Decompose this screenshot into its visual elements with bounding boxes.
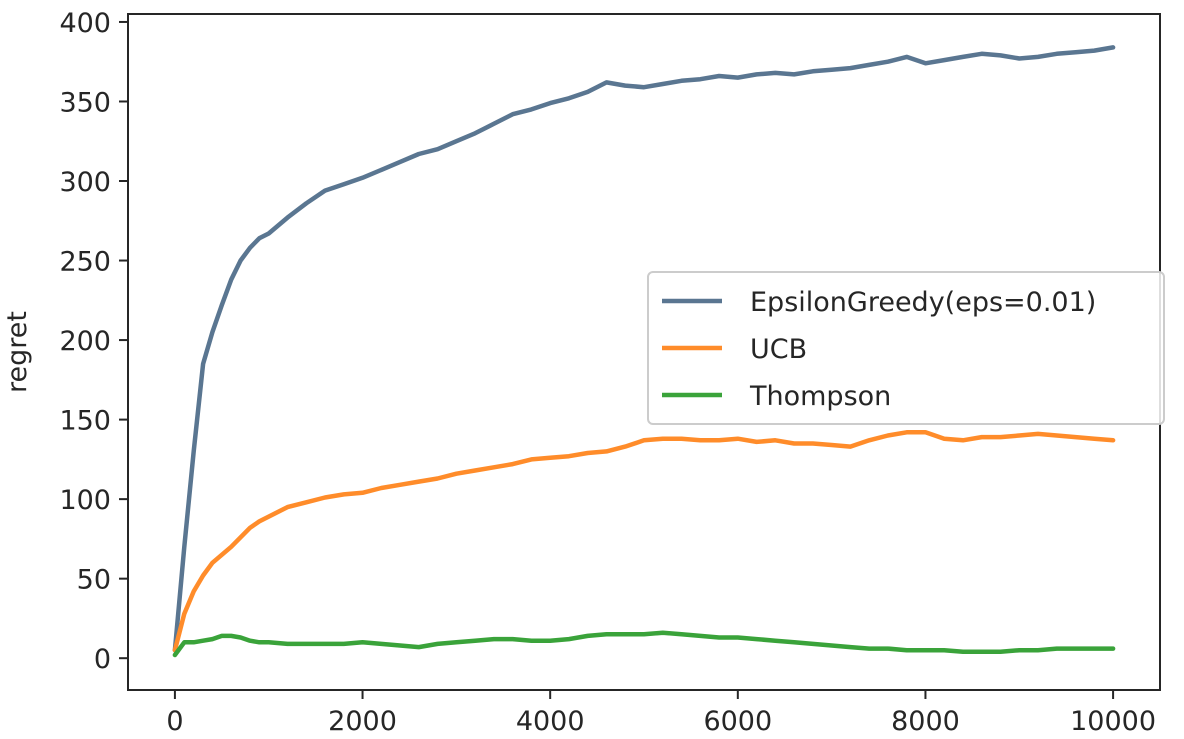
x-tick-label: 10000 [1070,706,1156,737]
x-axis: 0 2000 4000 6000 8000 10000 [166,690,1156,737]
y-tick-label: 50 [77,565,111,596]
x-tick-label: 0 [166,706,183,737]
y-tick-label: 200 [59,326,111,357]
series-line-0 [172,45,1116,653]
x-tick-label: 6000 [703,706,772,737]
x-tick-label: 8000 [891,706,960,737]
y-tick-label: 400 [59,8,111,39]
y-tick-label: 150 [59,406,111,437]
legend-label-0: EpsilonGreedy(eps=0.01) [750,287,1096,318]
y-tick-label: 250 [59,247,111,278]
legend-label-2: Thompson [749,381,891,412]
y-tick-label: 300 [59,167,111,198]
y-tick-label: 350 [59,87,111,118]
series-layer [172,45,1116,658]
y-tick-label: 100 [59,485,111,516]
x-tick-label: 4000 [516,706,585,737]
x-tick-label: 2000 [328,706,397,737]
series-line-1 [172,430,1116,653]
legend-box [647,271,1165,425]
series-line-2 [172,630,1116,658]
legend-label-1: UCB [750,334,807,365]
legend: EpsilonGreedy(eps=0.01) UCB Thompson [647,271,1165,425]
y-tick-label: 0 [94,644,111,675]
y-axis-label: regret [2,311,33,393]
y-axis: 0 50 100 150 200 250 300 350 400 [59,8,128,675]
